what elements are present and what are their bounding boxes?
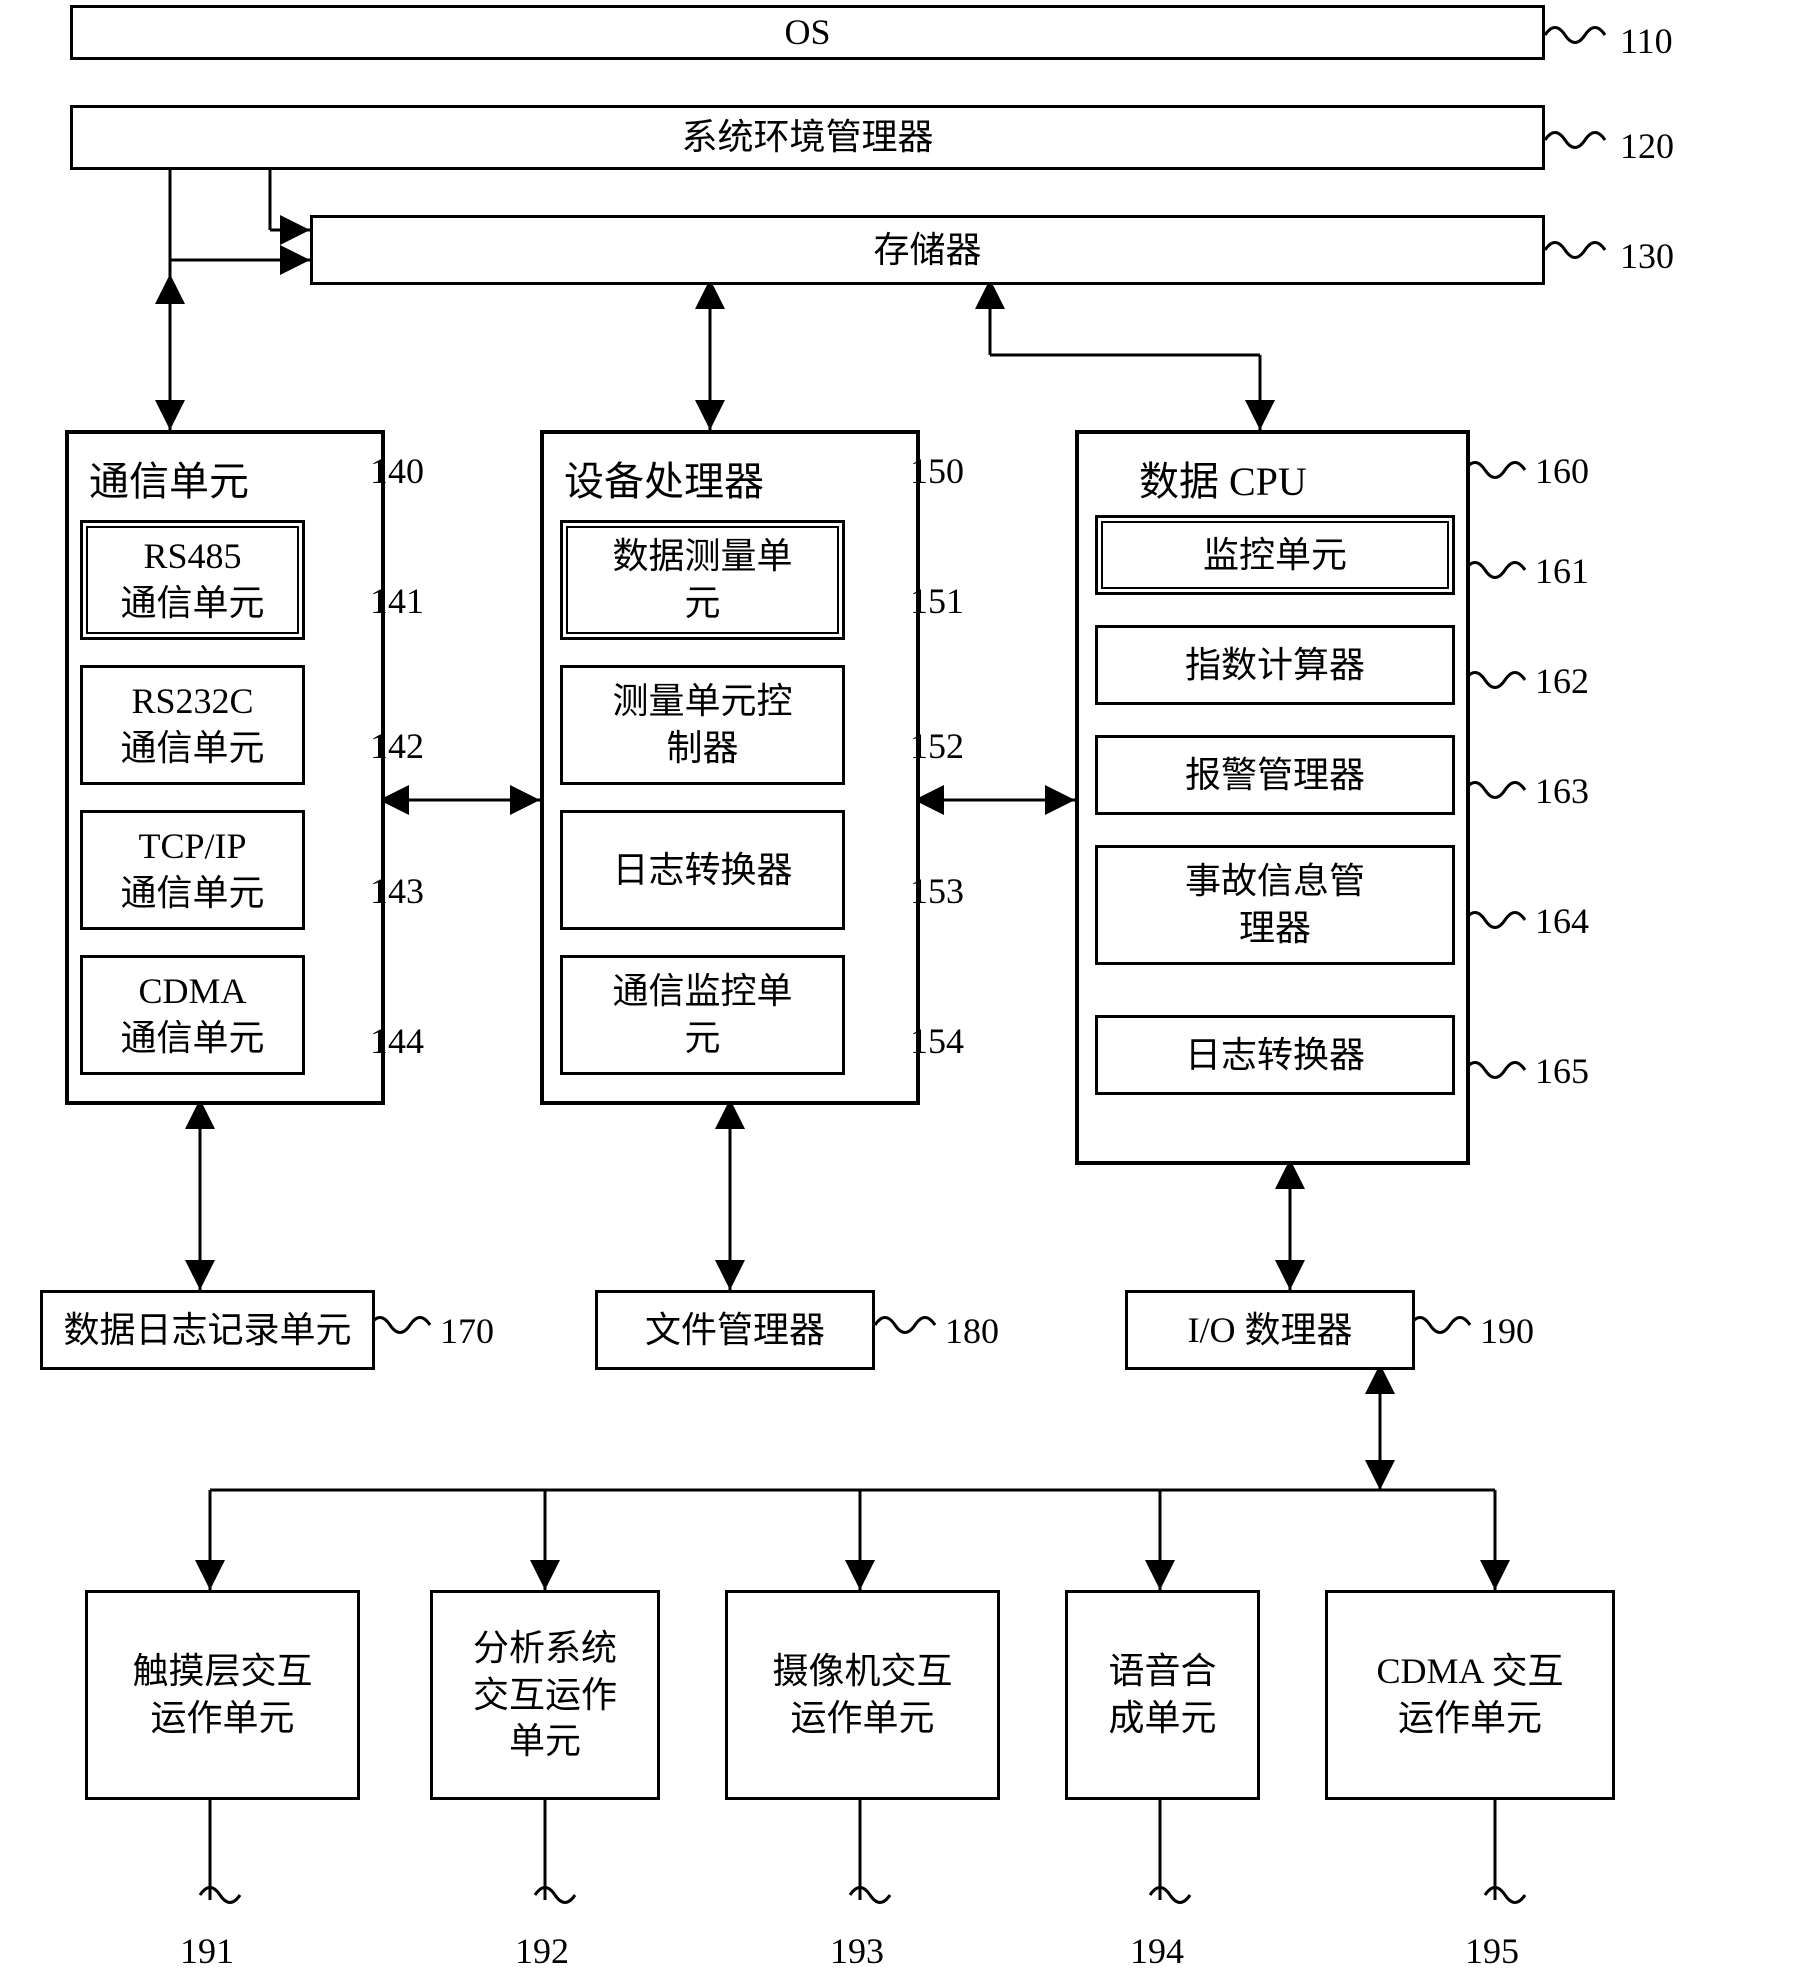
ref-141: 141	[370, 580, 424, 622]
ref-192: 192	[515, 1930, 569, 1972]
bottom2-4: CDMA 交互 运作单元	[1325, 1590, 1615, 1800]
col2-item-3-label: 通信监控单 元	[612, 968, 792, 1062]
ref-164: 164	[1535, 900, 1589, 942]
col1-item-3-label: CDMA 通信单元	[120, 968, 264, 1062]
io-proc-box: I/O 数理器	[1125, 1290, 1415, 1370]
ref-162: 162	[1535, 660, 1589, 702]
ref-160: 160	[1535, 450, 1589, 492]
ref-195: 195	[1465, 1930, 1519, 1972]
col3-item-3-label: 事故信息管 理器	[1185, 858, 1365, 952]
env-manager-box: 系统环境管理器	[70, 105, 1545, 170]
col3-item-1-label: 指数计算器	[1185, 642, 1365, 689]
os-box: OS	[70, 5, 1545, 60]
file-mgr-box: 文件管理器	[595, 1290, 875, 1370]
bottom2-1: 分析系统 交互运作 单元	[430, 1590, 660, 1800]
col1-item-2: TCP/IP 通信单元	[80, 810, 305, 930]
bottom2-3-label: 语音合 成单元	[1108, 1648, 1216, 1742]
col3-item-4-label: 日志转换器	[1185, 1032, 1365, 1079]
col3-item-3: 事故信息管 理器	[1095, 845, 1455, 965]
ref-180: 180	[945, 1310, 999, 1352]
bottom2-1-label: 分析系统 交互运作 单元	[473, 1625, 617, 1765]
ref-194: 194	[1130, 1930, 1184, 1972]
bottom2-2-label: 摄像机交互 运作单元	[772, 1648, 952, 1742]
col1-item-1: RS232C 通信单元	[80, 665, 305, 785]
ref-110: 110	[1620, 20, 1673, 62]
ref-161: 161	[1535, 550, 1589, 592]
bottom2-3: 语音合 成单元	[1065, 1590, 1260, 1800]
col2-item-1: 测量单元控 制器	[560, 665, 845, 785]
ref-140: 140	[370, 450, 424, 492]
env-manager-label: 系统环境管理器	[681, 114, 933, 161]
col3-item-0: 监控单元	[1095, 515, 1455, 595]
col1-item-2-label: TCP/IP 通信单元	[120, 823, 264, 917]
col2-item-0: 数据测量单 元	[560, 520, 845, 640]
ref-170: 170	[440, 1310, 494, 1352]
ref-151: 151	[910, 580, 964, 622]
file-mgr-label: 文件管理器	[645, 1307, 825, 1354]
ref-190: 190	[1480, 1310, 1534, 1352]
ref-153: 153	[910, 870, 964, 912]
ref-120: 120	[1620, 125, 1674, 167]
ref-152: 152	[910, 725, 964, 767]
bottom2-0: 触摸层交互 运作单元	[85, 1590, 360, 1800]
ref-191: 191	[180, 1930, 234, 1972]
col3-item-0-label: 监控单元	[1203, 532, 1347, 579]
col3-item-2-label: 报警管理器	[1185, 752, 1365, 799]
col1-item-0: RS485 通信单元	[80, 520, 305, 640]
col2-item-3: 通信监控单 元	[560, 955, 845, 1075]
data-log-label: 数据日志记录单元	[63, 1307, 351, 1354]
col2-item-0-label: 数据测量单 元	[612, 533, 792, 627]
col1-item-0-label: RS485 通信单元	[120, 533, 264, 627]
data-log-box: 数据日志记录单元	[40, 1290, 375, 1370]
ref-144: 144	[370, 1020, 424, 1062]
col1-item-3: CDMA 通信单元	[80, 955, 305, 1075]
col1-title: 通信单元	[89, 449, 249, 507]
ref-130: 130	[1620, 235, 1674, 277]
col2-item-1-label: 测量单元控 制器	[612, 678, 792, 772]
col1-item-1-label: RS232C 通信单元	[120, 678, 264, 772]
col2-title: 设备处理器	[564, 449, 764, 507]
ref-150: 150	[910, 450, 964, 492]
col3-title: 数据 CPU	[1139, 449, 1307, 507]
bottom2-0-label: 触摸层交互 运作单元	[132, 1648, 312, 1742]
ref-193: 193	[830, 1930, 884, 1972]
col3-item-2: 报警管理器	[1095, 735, 1455, 815]
ref-165: 165	[1535, 1050, 1589, 1092]
memory-box: 存储器	[310, 215, 1545, 285]
ref-142: 142	[370, 725, 424, 767]
col3-item-1: 指数计算器	[1095, 625, 1455, 705]
ref-163: 163	[1535, 770, 1589, 812]
io-proc-label: I/O 数理器	[1188, 1307, 1353, 1354]
bottom2-4-label: CDMA 交互 运作单元	[1376, 1648, 1563, 1742]
os-label: OS	[784, 9, 830, 56]
ref-154: 154	[910, 1020, 964, 1062]
memory-label: 存储器	[873, 227, 981, 274]
col3-item-4: 日志转换器	[1095, 1015, 1455, 1095]
bottom2-2: 摄像机交互 运作单元	[725, 1590, 1000, 1800]
ref-143: 143	[370, 870, 424, 912]
col2-item-2: 日志转换器	[560, 810, 845, 930]
col2-item-2-label: 日志转换器	[612, 847, 792, 894]
